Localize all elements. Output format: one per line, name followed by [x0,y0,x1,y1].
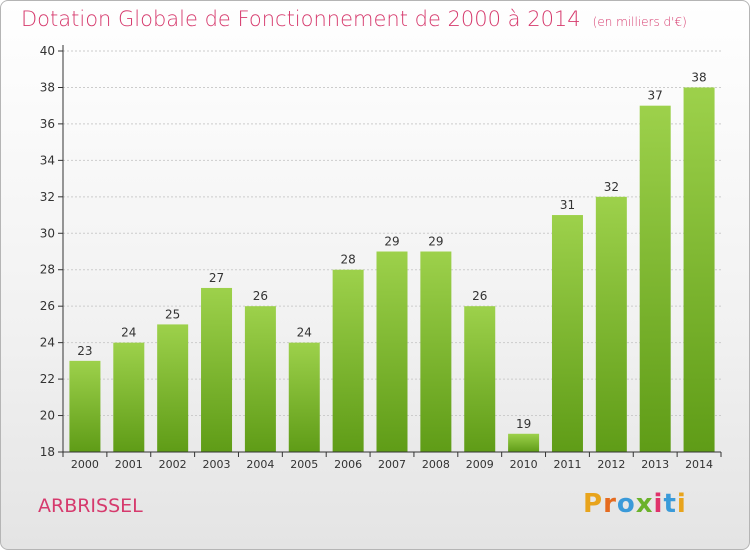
bar [551,215,583,452]
x-tick-label: 2001 [115,458,143,471]
bar-value-label: 29 [384,235,399,249]
bar [69,360,101,452]
y-tick-label: 30 [40,226,55,240]
bar [376,251,408,452]
x-tick-label: 2014 [685,458,713,471]
proxiti-logo[interactable]: Proxiti [583,489,687,519]
y-tick-label: 28 [40,263,55,277]
x-tick-label: 2007 [378,458,406,471]
commune-name: ARBRISSEL [38,495,143,517]
bar-value-label: 24 [121,326,136,340]
bar [332,269,364,452]
bar-value-label: 25 [165,307,180,321]
chart-title-text: Dotation Globale de Fonctionnement de 20… [21,7,581,31]
bar [420,251,452,452]
logo-letter: r [603,489,617,519]
chart-title: Dotation Globale de Fonctionnement de 20… [21,7,687,31]
y-tick-label: 38 [40,80,55,94]
bar [201,287,233,452]
chart-subtitle: (en milliers d'€) [592,15,687,29]
bar-value-label: 19 [516,417,531,431]
x-tick-label: 2000 [71,458,99,471]
y-tick-label: 26 [40,299,55,313]
bar-value-label: 28 [340,253,355,267]
bar-value-label: 37 [648,89,663,103]
logo-letter: i [676,489,687,519]
bars: 23 24 25 27 26 24 28 29 29 26 19 31 32 37 38 [69,70,715,453]
bar-value-label: 27 [209,271,224,285]
bar [113,342,145,452]
x-tick-label: 2005 [290,458,318,471]
bar [508,433,540,452]
bar [464,306,496,452]
bar [244,306,276,452]
bar-value-label: 26 [253,289,268,303]
x-tick-label: 2013 [641,458,669,471]
bar-value-label: 24 [297,326,312,340]
y-tick-label: 34 [40,153,55,167]
bar [683,87,715,453]
x-tick-label: 2009 [466,458,494,471]
x-tick-label: 2002 [159,458,187,471]
bar-value-label: 29 [428,235,443,249]
bar [288,342,320,452]
y-tick-label: 36 [40,117,55,131]
bar [595,196,627,452]
bar-value-label: 23 [77,344,92,358]
bar-value-label: 31 [560,198,575,212]
y-tick-label: 22 [40,372,55,386]
logo-letter: t [663,489,677,519]
bar-value-label: 38 [691,70,706,84]
logo-letter: x [635,489,654,519]
x-tick-label: 2003 [203,458,231,471]
bar [157,324,189,452]
y-tick-label: 18 [40,445,55,459]
axes: 18 20 22 24 26 28 30 32 34 36 38 40 2000 2001 2002 2003… [40,44,722,471]
x-tick-label: 2010 [510,458,538,471]
y-tick-label: 32 [40,190,55,204]
x-tick-label: 2004 [246,458,274,471]
y-tick-label: 40 [40,44,55,58]
x-tick-label: 2006 [334,458,362,471]
y-tick-label: 24 [40,336,55,350]
x-tick-label: 2012 [597,458,625,471]
bar-value-label: 26 [472,289,487,303]
x-tick-label: 2011 [553,458,581,471]
bar [639,105,671,452]
bar-value-label: 32 [604,180,619,194]
logo-letter: P [583,489,604,519]
logo-letter: i [653,489,664,519]
logo-letter: o [616,489,636,519]
x-tick-label: 2008 [422,458,450,471]
y-tick-label: 20 [40,409,55,423]
